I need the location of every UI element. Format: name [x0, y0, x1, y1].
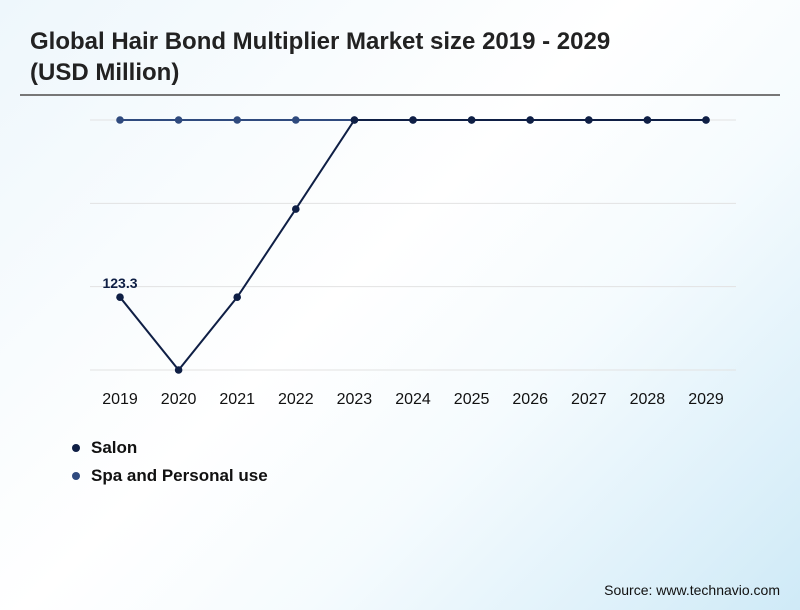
x-tick-label: 2023 [337, 391, 373, 408]
title-divider [20, 94, 780, 96]
data-point [467, 116, 476, 124]
data-point [526, 116, 534, 124]
source-note: Source: www.technavio.com [604, 582, 780, 598]
data-point [292, 205, 300, 213]
legend: Salon Spa and Personal use [72, 434, 268, 490]
x-tick-label: 2019 [102, 391, 138, 408]
data-point [174, 116, 183, 124]
data-point [174, 366, 183, 374]
legend-marker-icon [72, 472, 80, 480]
data-point [643, 116, 652, 124]
x-tick-label: 2028 [630, 391, 666, 408]
data-point [585, 116, 593, 124]
chart-title: Global Hair Bond Multiplier Market size … [30, 28, 611, 86]
legend-label: Salon [91, 438, 138, 457]
x-tick-label: 2027 [571, 391, 607, 408]
data-point [409, 116, 417, 124]
legend-marker-icon [72, 444, 80, 452]
data-point [116, 116, 124, 124]
x-tick-label: 2024 [395, 391, 431, 408]
data-point [233, 293, 241, 301]
x-tick-label: 2025 [454, 391, 490, 408]
x-tick-label: 2026 [512, 391, 548, 408]
x-tick-label: 2022 [278, 391, 314, 408]
series-line-0 [119, 119, 706, 372]
x-tick-label: 2029 [688, 391, 724, 408]
x-tick-label: 2021 [219, 391, 255, 408]
data-point [116, 293, 124, 301]
x-tick-label: 2020 [161, 391, 197, 408]
data-point [292, 116, 300, 124]
data-point [702, 116, 710, 124]
data-point [233, 116, 241, 124]
legend-item-spa[interactable]: Spa and Personal use [72, 462, 268, 490]
data-label: 123.3 [102, 275, 137, 291]
legend-label: Spa and Personal use [91, 466, 268, 485]
legend-item-salon[interactable]: Salon [72, 434, 268, 462]
data-point [350, 116, 359, 124]
